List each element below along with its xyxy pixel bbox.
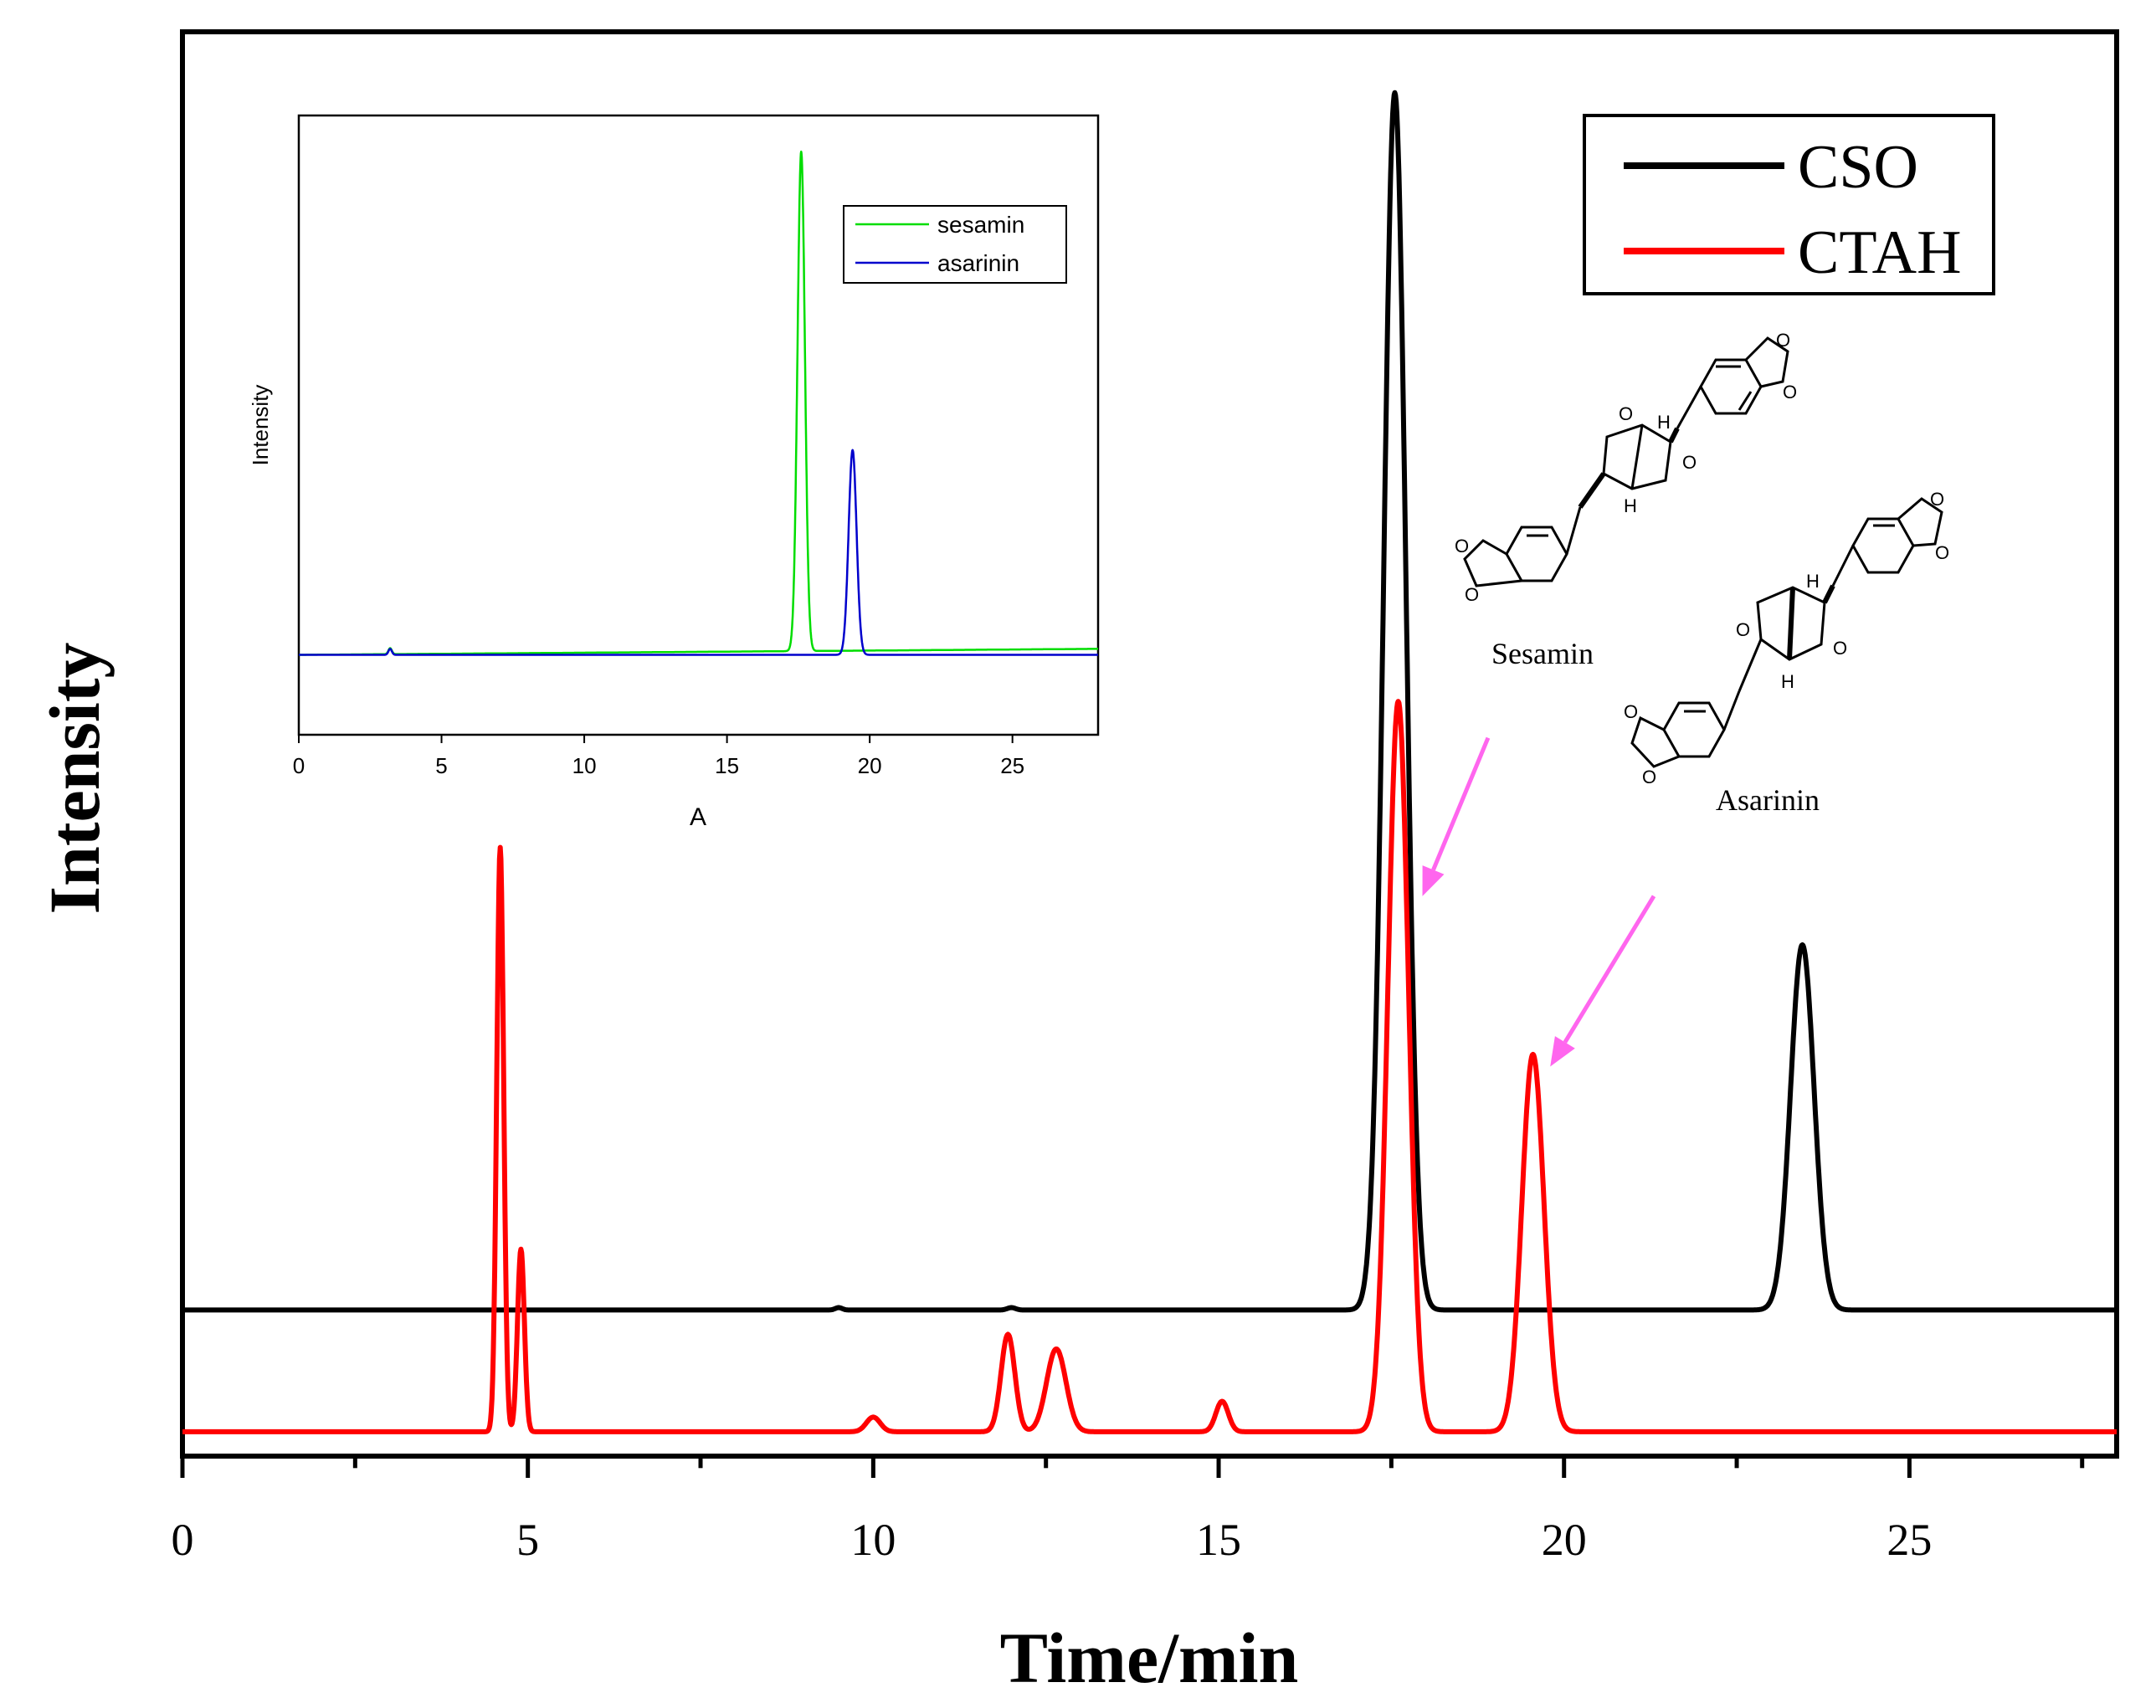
main-x-ticks: 0 5 10 15 20 25 <box>172 1456 2085 1565</box>
x-tick-label: 20 <box>1542 1515 1587 1565</box>
annotation-arrow-sesamin <box>1431 736 1491 871</box>
svg-text:H: H <box>1624 495 1637 516</box>
annotation-asarinin: Asarinin <box>1716 783 1820 817</box>
svg-text:O: O <box>1930 489 1944 510</box>
x-tick-label: 15 <box>1196 1515 1241 1565</box>
annotation-arrow-asarinin <box>1563 895 1656 1044</box>
svg-text:O: O <box>1642 767 1656 787</box>
legend-label-cso: CSO <box>1798 133 1918 202</box>
svg-text:H: H <box>1806 571 1820 592</box>
svg-text:O: O <box>1935 542 1949 563</box>
x-tick-label: 10 <box>572 753 597 778</box>
inset-series-group <box>298 150 1099 656</box>
legend-label-asarinin: asarinin <box>937 250 1019 276</box>
asarinin-structure <box>1630 497 1943 768</box>
x-tick-label: 25 <box>1000 753 1024 778</box>
x-tick-label: 5 <box>516 1515 539 1565</box>
inset-x-ticks: 0 5 10 15 20 25 <box>293 735 1024 778</box>
asarinin-structure-atoms: O O H H O O O O <box>1624 489 1949 787</box>
main-x-axis-label: Time/min <box>1000 1618 1299 1698</box>
svg-text:O: O <box>1465 584 1479 605</box>
svg-text:O: O <box>1624 701 1638 722</box>
sesamin-structure-atoms: O O H H O O O O <box>1455 330 1797 605</box>
annotation-arrowhead-sesamin <box>1422 865 1445 896</box>
main-legend-box <box>1583 114 1995 295</box>
legend-label-ctah: CTAH <box>1798 218 1962 287</box>
inset-legend-box <box>843 205 1067 284</box>
svg-text:O: O <box>1619 403 1633 424</box>
svg-text:O: O <box>1736 619 1750 640</box>
svg-text:O: O <box>1455 536 1469 557</box>
inset-plot: 0 5 10 15 20 25 A Intensity sesamin asarinin <box>248 114 1100 831</box>
inset-legend: sesamin asarinin <box>843 205 1067 284</box>
main-annotations <box>1422 736 1656 1067</box>
x-tick-label: 0 <box>172 1515 194 1565</box>
svg-text:O: O <box>1833 638 1847 659</box>
annotation-arrowhead-asarinin <box>1550 1036 1575 1067</box>
main-series-group <box>180 90 2119 1434</box>
x-tick-label: 15 <box>715 753 739 778</box>
x-tick-label: 5 <box>435 753 447 778</box>
svg-text:H: H <box>1657 412 1671 433</box>
main-plot: 0 5 10 15 20 25 Time/min Intensity CSO CTAH S… <box>34 29 2119 1698</box>
x-tick-label: 10 <box>850 1515 896 1565</box>
annotation-sesamin: Sesamin <box>1491 637 1594 670</box>
main-y-axis-label: Intensity <box>34 643 115 915</box>
svg-text:O: O <box>1783 382 1797 403</box>
main-legend: CSO CTAH <box>1583 114 1995 295</box>
legend-label-sesamin: sesamin <box>937 212 1024 238</box>
series-line-asarinin <box>298 449 1099 656</box>
inset-y-axis-label: Intensity <box>248 385 273 466</box>
x-tick-label: 0 <box>293 753 305 778</box>
main-plot-frame <box>180 29 2119 1459</box>
svg-text:O: O <box>1682 452 1697 473</box>
svg-text:O: O <box>1776 330 1790 351</box>
sesamin-structure <box>1463 336 1789 587</box>
svg-text:H: H <box>1781 671 1794 692</box>
x-tick-label: 20 <box>858 753 882 778</box>
inset-x-axis-label: A <box>690 803 706 831</box>
series-line-ctah <box>180 699 2119 1434</box>
x-tick-label: 25 <box>1887 1515 1932 1565</box>
